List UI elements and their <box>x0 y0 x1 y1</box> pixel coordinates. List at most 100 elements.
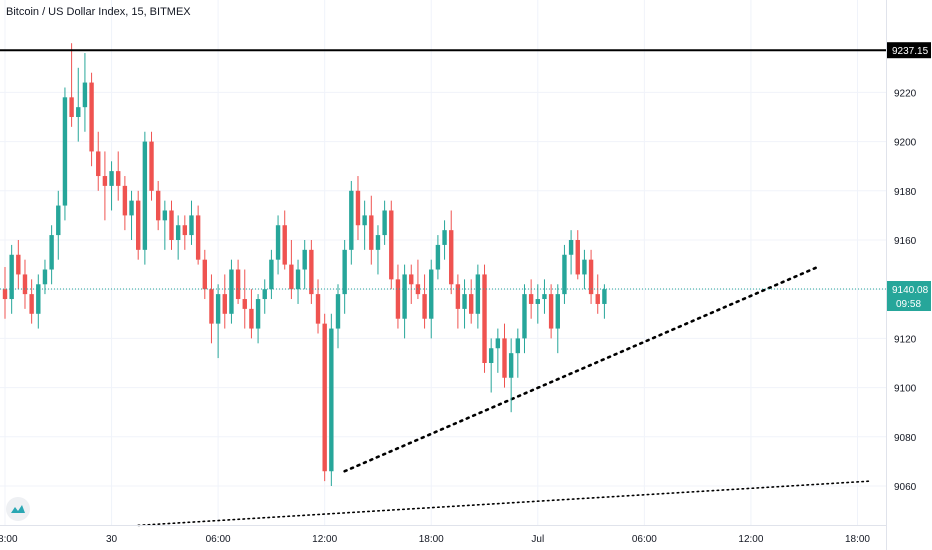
candle-body <box>395 279 401 319</box>
candle <box>502 323 507 388</box>
candle <box>555 284 560 354</box>
overlay-lines <box>0 49 886 290</box>
candle <box>242 269 247 329</box>
candle <box>302 240 307 290</box>
candle-body <box>575 240 580 275</box>
candle <box>136 190 141 260</box>
candle <box>455 274 461 329</box>
price-tick-label: 9220 <box>894 88 917 99</box>
candle <box>162 200 168 250</box>
time-tick-label: 18:00 <box>419 534 444 545</box>
candle <box>482 264 487 373</box>
candle <box>442 220 447 260</box>
candle-body <box>568 240 574 255</box>
candle <box>462 279 467 329</box>
time-tick-label: 30 <box>106 534 118 545</box>
price-tick-label: 9200 <box>894 138 917 149</box>
candle-body <box>449 230 454 285</box>
candle <box>562 244 567 304</box>
trendline-layer <box>137 265 872 527</box>
candle-body <box>289 264 294 290</box>
tradingview-logo-icon[interactable] <box>6 497 30 521</box>
candle-body <box>69 97 74 117</box>
candle <box>322 313 327 482</box>
candle <box>49 225 54 285</box>
candle-body <box>229 269 234 314</box>
time-tick-label: 06:00 <box>206 534 231 545</box>
candle-body <box>295 269 301 290</box>
candle <box>588 249 594 304</box>
candle <box>195 205 201 265</box>
price-axis[interactable]: 922092009180916091409120910090809060 <box>886 0 917 550</box>
candle <box>409 264 414 304</box>
candle-body <box>89 82 94 152</box>
candle-body <box>355 190 361 226</box>
candle-body <box>76 107 81 117</box>
time-tick-label: 18:00 <box>845 534 870 545</box>
time-tick-label: 12:00 <box>312 534 337 545</box>
candle-body <box>528 294 534 304</box>
candle-body <box>482 274 487 363</box>
resistance-price-tag <box>887 42 931 59</box>
candle <box>235 259 241 304</box>
candle <box>255 294 261 344</box>
candle <box>469 279 474 324</box>
candle-body <box>442 230 447 245</box>
candle <box>175 215 181 260</box>
candle <box>209 274 214 344</box>
candle <box>96 131 101 191</box>
candle-body <box>542 294 547 300</box>
time-axis[interactable]: 18:00 30 06:00 12:00 18:00 Jul 06:00 12:00 18:00 <box>0 525 886 546</box>
candle-body <box>309 249 314 295</box>
time-tick-label: 18:00 <box>0 534 18 545</box>
candle-body <box>588 259 594 295</box>
candle-body <box>242 299 247 309</box>
candle-body <box>235 269 241 300</box>
candle <box>602 284 607 319</box>
candle-body <box>142 141 148 250</box>
price-tick-label: 9180 <box>894 187 917 198</box>
candle-body <box>149 141 154 191</box>
candle-body <box>2 289 8 300</box>
candle <box>62 87 68 221</box>
candle <box>415 259 421 300</box>
candle <box>249 289 254 339</box>
candle <box>429 259 434 339</box>
candle-body <box>122 185 128 216</box>
candle <box>9 244 14 314</box>
candle <box>182 215 188 250</box>
candle-body <box>335 294 341 329</box>
candle <box>122 176 128 231</box>
countdown-text: 09:58 <box>896 299 921 310</box>
candle-body <box>116 171 121 186</box>
candle <box>542 279 547 314</box>
candle <box>295 259 301 304</box>
candle-body <box>169 210 174 240</box>
candle-body <box>56 205 61 236</box>
candle-body <box>249 308 254 329</box>
candle <box>309 240 314 304</box>
candle <box>2 267 8 319</box>
candle-body <box>508 353 514 378</box>
candle <box>109 161 114 211</box>
candle-body <box>389 210 394 280</box>
candle-body <box>602 289 607 304</box>
candle <box>548 284 554 339</box>
candle <box>36 274 41 329</box>
candle-body <box>275 225 281 260</box>
candle <box>169 200 174 250</box>
candle <box>335 284 341 349</box>
candle-body <box>96 151 101 177</box>
candle-body <box>162 210 168 221</box>
candle-body <box>202 259 207 290</box>
candle-body <box>329 328 334 472</box>
candle <box>435 235 441 280</box>
candle-body <box>422 294 427 319</box>
candle-body <box>189 215 194 236</box>
candle-body <box>282 225 287 265</box>
candle <box>449 210 454 295</box>
candle <box>528 279 534 319</box>
candle <box>595 274 600 314</box>
